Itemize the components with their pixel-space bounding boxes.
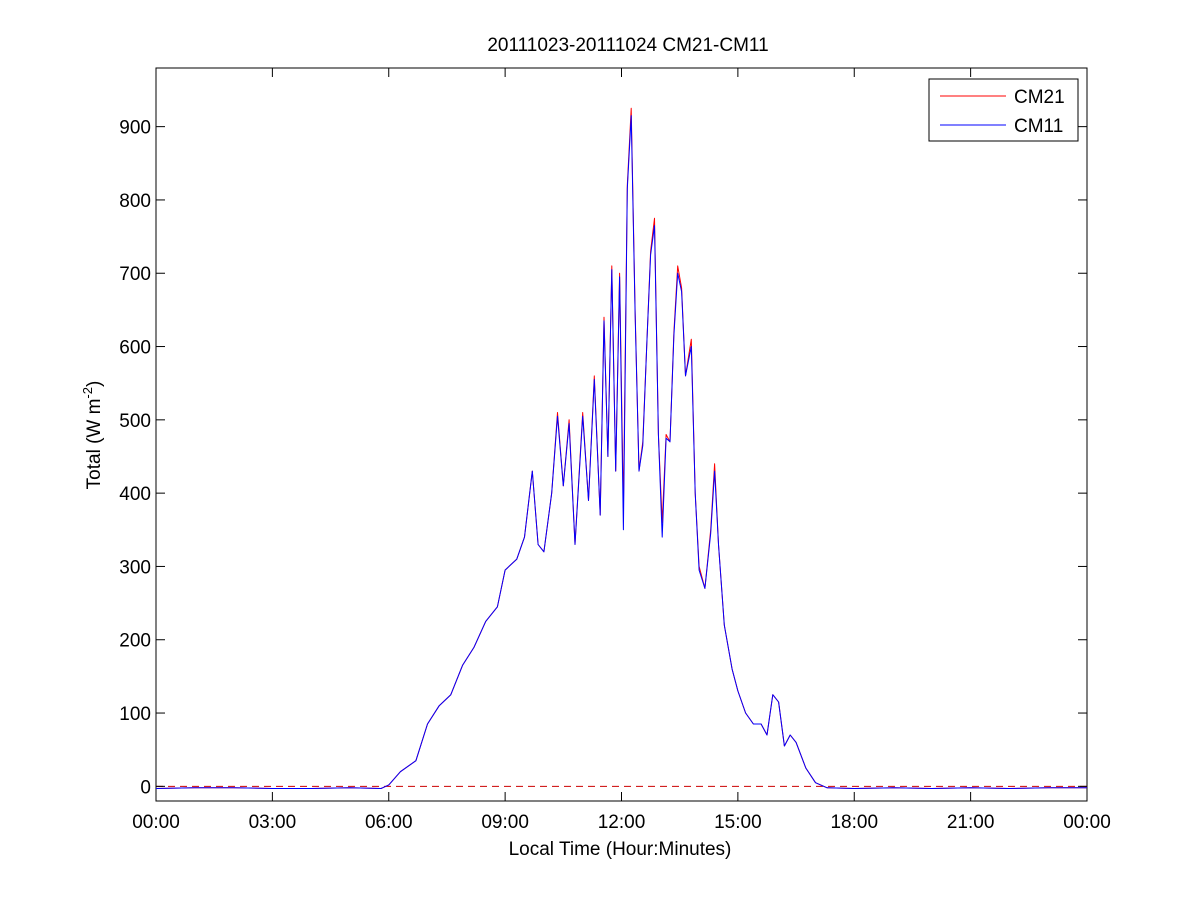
y-axis-title-superscript: -2 [80, 387, 95, 399]
x-tick-label: 03:00 [249, 812, 297, 833]
x-tick-label: 00:00 [132, 812, 180, 833]
y-tick-label: 900 [119, 118, 151, 139]
legend-label-cm11: CM11 [1014, 116, 1063, 137]
legend: CM21 CM11 [928, 78, 1079, 142]
x-tick-label: 06:00 [365, 812, 413, 833]
y-tick-label: 800 [119, 191, 151, 212]
x-tick-labels: 00:00 03:00 06:00 09:00 12:00 15:00 18:00 21:00… [132, 812, 1111, 833]
y-tick-labels: 0 100 200 300 400 500 600 700 800 900 [119, 118, 151, 799]
y-axis-title-main: Total (W m [84, 399, 105, 490]
y-tick-label: 600 [119, 338, 151, 359]
x-tick-label: 00:00 [1063, 812, 1111, 833]
y-tick-label: 700 [119, 264, 151, 285]
x-tick-label: 15:00 [714, 812, 762, 833]
y-axis-title: Total (W m-2) [80, 381, 105, 490]
tick-group [155, 68, 1088, 801]
x-axis-title: Local Time (Hour:Minutes) [509, 839, 732, 860]
legend-box [928, 78, 1079, 142]
series-group [155, 107, 1087, 789]
legend-label-cm21: CM21 [1014, 87, 1065, 108]
x-tick-label: 09:00 [481, 812, 529, 833]
x-tick-label: 18:00 [830, 812, 878, 833]
chart-title: 20111023-20111024 CM21-CM11 [487, 35, 768, 56]
y-tick-label: 300 [119, 557, 151, 578]
x-tick-label: 21:00 [947, 812, 995, 833]
y-tick-label: 0 [140, 777, 151, 798]
y-tick-label: 100 [119, 704, 151, 725]
x-tick-label: 12:00 [598, 812, 646, 833]
y-tick-label: 500 [119, 411, 151, 432]
y-tick-label: 200 [119, 631, 151, 652]
y-tick-label: 400 [119, 484, 151, 505]
y-axis-title-suffix: ) [84, 381, 105, 387]
series-line-cm11 [155, 115, 1087, 789]
